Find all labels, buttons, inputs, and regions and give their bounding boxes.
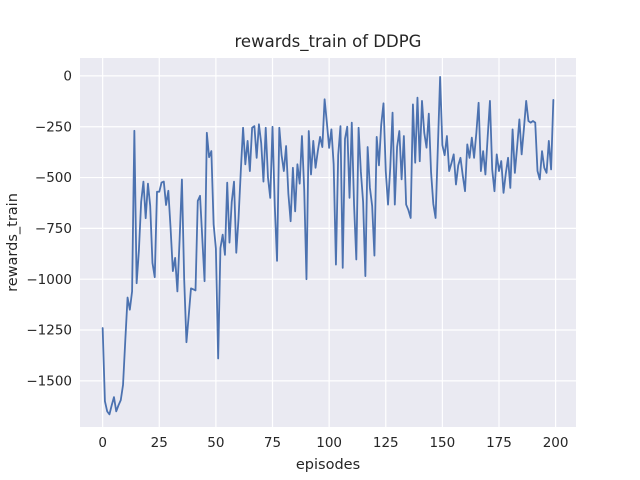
x-tick-label: 200 <box>543 435 569 451</box>
y-tick-label: −250 <box>35 119 72 135</box>
plot-area <box>80 58 576 427</box>
x-axis-label: episodes <box>296 457 360 473</box>
x-tick-label: 25 <box>151 435 168 451</box>
y-tick-label: −1250 <box>26 323 72 339</box>
x-tick-labels: 0 25 50 75 100 125 150 175 200 <box>98 435 568 451</box>
y-tick-label: 0 <box>63 69 72 85</box>
x-tick-label: 150 <box>429 435 455 451</box>
y-axis-label: rewards_train <box>5 193 21 292</box>
x-tick-label: 175 <box>486 435 512 451</box>
y-tick-label: −1500 <box>26 374 72 390</box>
chart-title: rewards_train of DDPG <box>235 32 422 52</box>
y-tick-labels: 0 −250 −500 −750 −1000 −1250 −1500 <box>26 69 72 390</box>
x-tick-label: 100 <box>316 435 342 451</box>
series-line <box>101 76 555 416</box>
y-tick-label: −1000 <box>26 272 72 288</box>
x-tick-label: 75 <box>264 435 281 451</box>
x-tick-label: 0 <box>98 435 107 451</box>
y-tick-label: −750 <box>35 221 72 237</box>
x-tick-label: 50 <box>207 435 224 451</box>
x-tick-label: 125 <box>373 435 399 451</box>
y-tick-label: −500 <box>35 170 72 186</box>
